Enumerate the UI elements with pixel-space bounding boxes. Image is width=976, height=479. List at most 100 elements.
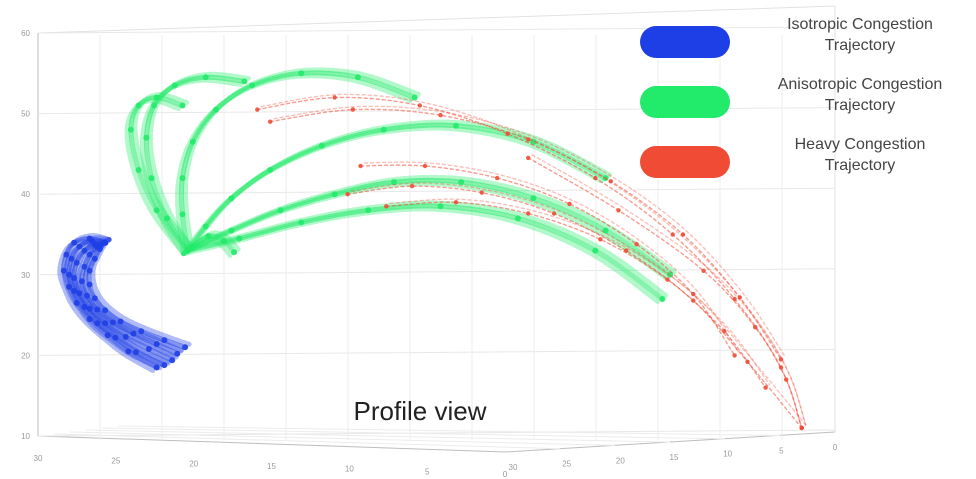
legend-label-heavy-line2: Trajectory bbox=[824, 157, 896, 174]
trajectory-point bbox=[174, 350, 181, 357]
floor-gridline bbox=[85, 429, 671, 443]
trajectory-line bbox=[181, 180, 669, 281]
trajectory-point bbox=[458, 179, 465, 186]
trajectory-point bbox=[71, 275, 78, 281]
trajectory-point bbox=[161, 337, 168, 344]
trajectory-point bbox=[117, 318, 124, 325]
trajectory-point bbox=[84, 292, 90, 299]
trajectory-line bbox=[181, 236, 233, 258]
trajectory-point bbox=[298, 219, 305, 226]
trajectory-line bbox=[185, 203, 665, 302]
legend-swatch-heavy bbox=[640, 146, 730, 178]
trajectory-point bbox=[182, 344, 189, 351]
x-tick-label: 25 bbox=[111, 457, 120, 466]
trajectory-point bbox=[63, 251, 70, 258]
trajectory-line bbox=[183, 67, 422, 251]
trajectory-line bbox=[273, 105, 786, 358]
trajectory-point bbox=[109, 319, 116, 326]
trajectory-point bbox=[122, 333, 129, 340]
legend-label-isotropic-line2: Trajectory bbox=[824, 37, 896, 54]
trajectory-line bbox=[181, 206, 661, 305]
trajectory-point bbox=[91, 295, 98, 302]
trajectory-point bbox=[732, 353, 737, 358]
y-axis-ticks: 10 20 30 40 50 60 bbox=[21, 29, 30, 441]
legend-swatch-anisotropic bbox=[640, 86, 730, 118]
trajectory-point bbox=[228, 227, 235, 234]
trajectory-point bbox=[670, 232, 675, 237]
legend-item-heavy: Heavy Congestion Trajectory bbox=[640, 134, 970, 194]
profile-view-caption: Profile view bbox=[353, 396, 487, 426]
x-tick-label: 30 bbox=[34, 454, 43, 463]
trajectory-point bbox=[608, 179, 613, 184]
trajectory-point bbox=[184, 247, 191, 254]
trajectory-line bbox=[175, 73, 414, 257]
y-tick-label: 50 bbox=[21, 110, 30, 119]
trajectory-point bbox=[78, 278, 85, 285]
trajectory-point bbox=[354, 74, 361, 81]
trajectory-point bbox=[737, 295, 742, 300]
trajectory-point bbox=[634, 242, 639, 247]
legend-label-anisotropic: Anisotropic Congestion Trajectory bbox=[750, 74, 970, 116]
trajectory-point bbox=[241, 78, 248, 85]
y-gridline bbox=[37, 348, 836, 356]
trajectory-point bbox=[236, 235, 243, 242]
y-tick-label: 40 bbox=[21, 190, 30, 199]
trajectory-point bbox=[228, 195, 235, 202]
trajectory-point bbox=[91, 255, 98, 262]
trajectory-point bbox=[417, 103, 422, 108]
trajectory-point bbox=[680, 232, 686, 237]
trajectory-point bbox=[179, 102, 186, 109]
grid-top-edge bbox=[37, 5, 836, 34]
trajectory-point bbox=[298, 70, 305, 77]
legend-label-anisotropic-line2: Trajectory bbox=[824, 97, 896, 114]
trajectory-point bbox=[391, 179, 397, 186]
depth-tick-label: 15 bbox=[670, 453, 679, 462]
y-tick-label: 20 bbox=[21, 351, 30, 360]
trajectory-point bbox=[135, 102, 142, 109]
trajectory-line bbox=[189, 230, 241, 252]
y-tick-label: 60 bbox=[21, 29, 30, 38]
trajectory-point bbox=[86, 305, 93, 312]
trajectory-point bbox=[514, 215, 521, 222]
trajectory-point bbox=[526, 137, 531, 142]
trajectory-point bbox=[331, 191, 338, 198]
x-tick-label: 20 bbox=[189, 459, 198, 468]
trajectory-point bbox=[592, 247, 599, 254]
trajectory-point bbox=[530, 195, 537, 202]
legend-label-isotropic-line1: Isotropic Congestion bbox=[787, 16, 933, 33]
depth-tick-label: 30 bbox=[509, 463, 518, 472]
trajectory-line bbox=[269, 108, 782, 361]
trajectory-line bbox=[185, 233, 237, 255]
trajectory-point bbox=[164, 215, 170, 222]
x-axis-ticks: 30 25 20 15 10 5 0 bbox=[34, 454, 508, 479]
trajectory-point bbox=[249, 82, 256, 89]
trajectory-point bbox=[380, 126, 387, 133]
trajectory-point bbox=[753, 325, 758, 330]
trajectory-point bbox=[161, 362, 168, 369]
trajectory-point bbox=[365, 207, 372, 214]
trajectory-point bbox=[86, 267, 93, 274]
trajectory-line bbox=[389, 198, 771, 386]
legend-item-isotropic: Isotropic Congestion Trajectory bbox=[640, 14, 970, 74]
trajectory-line bbox=[90, 237, 192, 347]
trajectory-point bbox=[202, 223, 209, 230]
trajectory-point bbox=[567, 201, 572, 207]
trajectory-point bbox=[179, 211, 186, 218]
trajectory-point bbox=[130, 330, 137, 337]
x-tick-label: 10 bbox=[345, 465, 354, 474]
trajectory-line bbox=[346, 185, 803, 429]
trajectory-point bbox=[691, 291, 696, 297]
floor-gridline bbox=[69, 431, 616, 446]
depth-tick-label: 0 bbox=[833, 443, 838, 452]
trajectory-line bbox=[181, 125, 605, 257]
trajectory-point bbox=[551, 211, 557, 216]
trajectory-point bbox=[409, 183, 415, 189]
trajectory-point bbox=[112, 334, 119, 341]
floor-gridline bbox=[117, 425, 781, 436]
trajectory-point bbox=[268, 119, 273, 124]
y-tick-label: 30 bbox=[21, 271, 30, 280]
trajectory-point bbox=[799, 425, 804, 431]
x-tick-label: 0 bbox=[503, 470, 508, 479]
trajectory-point bbox=[479, 190, 484, 195]
trajectory-line bbox=[189, 174, 677, 275]
